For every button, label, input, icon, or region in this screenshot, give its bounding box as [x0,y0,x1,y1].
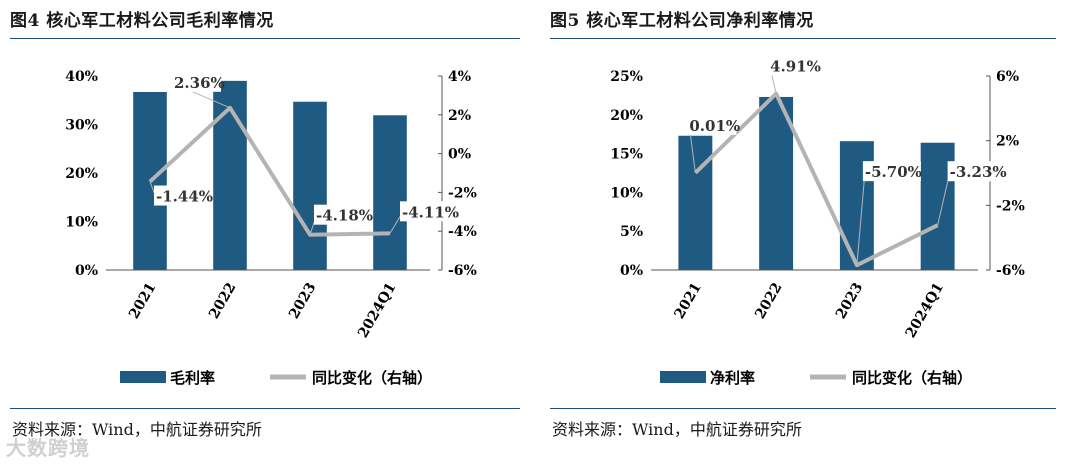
category-label: 2022 [206,280,239,322]
left-tick-label: 10% [610,185,643,201]
right-tick-label: 6% [996,69,1019,85]
category-label: 2021 [671,280,704,322]
data-label: -4.18% [316,207,373,225]
left-tick-label: 25% [610,69,643,85]
right-tick-label: -2% [448,185,477,201]
right-tick-label: -4% [448,224,477,240]
data-label: -3.23% [950,163,1007,181]
left-tick-label: 15% [610,147,643,163]
left-tick-label: 0% [620,263,643,279]
right-tick-label: 4% [448,69,471,85]
category-label: 2022 [752,280,785,322]
bar [293,101,327,270]
gross-margin-chart: 0% 10% 20% 30% 40% -6% -4% -2% 0% 2% 4% 2021 2022 202… [65,69,477,387]
legend-bar-swatch [120,371,166,383]
net-margin-chart: 0% 5% 10% 15% 20% 25% -6% -2% 2% 6% 2021 2022 2023 20… [610,55,1025,387]
chart-title: 图4 核心军工材料公司毛利率情况 [10,11,274,31]
bar [213,80,247,270]
left-tick-label: 5% [620,224,643,240]
data-label: 0.01% [689,117,740,135]
source-rule [550,408,1056,409]
label-leader [937,173,951,226]
yoy-line [148,105,391,237]
left-tick-label: 20% [65,166,98,182]
legend-bar-label: 毛利率 [170,369,215,387]
bar [678,135,713,270]
source-rule [10,408,520,409]
legend-line-label: 同比变化（右轴） [312,369,432,387]
left-tick-label: 0% [75,263,98,279]
data-label: -1.44% [156,188,213,206]
chart-title: 图5 核心军工材料公司净利率情况 [550,11,814,31]
right-tick-label: -6% [996,263,1025,279]
legend-bar-label: 净利率 [710,369,755,387]
bar [839,141,874,270]
bar [759,96,794,270]
label-background [400,201,458,222]
legend-bar-swatch [660,371,706,383]
bar [373,115,407,270]
source-note: 资料来源：Wind，中航证券研究所 [12,420,262,439]
right-tick-label: 0% [448,147,471,163]
label-background [314,204,372,225]
right-tick-label: -2% [996,198,1025,214]
data-label: 2.36% [174,74,225,92]
label-background [862,161,921,182]
label-background [172,71,221,92]
category-label: 2021 [126,280,159,322]
left-tick-label: 20% [610,108,643,124]
title-rule [10,38,520,39]
gross-margin-panel: 图4 核心军工材料公司毛利率情况 0% 10% 20% 30% 40% -6% -4% -2%… [0,0,520,468]
label-background [768,55,818,76]
label-background [947,161,1006,182]
left-tick-label: 40% [65,69,98,85]
left-tick-label: 10% [65,215,98,231]
right-tick-label: 2% [448,108,471,124]
label-background [687,114,737,135]
category-label: 2024Q1 [355,280,399,341]
category-label: 2023 [286,280,319,322]
label-leader [856,173,866,266]
category-label: 2024Q1 [903,280,947,341]
data-label: 4.91% [770,58,821,76]
left-tick-label: 30% [65,118,98,134]
category-label: 2023 [833,280,866,322]
data-label: -5.70% [865,163,922,181]
label-background [154,185,212,206]
source-note: 资料来源：Wind，中航证券研究所 [552,420,802,439]
right-tick-label: -6% [448,263,477,279]
data-label: -4.11% [402,203,459,221]
legend-line-label: 同比变化（右轴） [852,369,972,387]
title-rule [550,38,1056,39]
net-margin-panel: 图5 核心军工材料公司净利率情况 0% 5% 10% 15% 20% 25% -6% -2% 2… [540,0,1060,468]
right-tick-label: 2% [996,134,1019,150]
watermark: 大数跨境 [6,436,90,460]
